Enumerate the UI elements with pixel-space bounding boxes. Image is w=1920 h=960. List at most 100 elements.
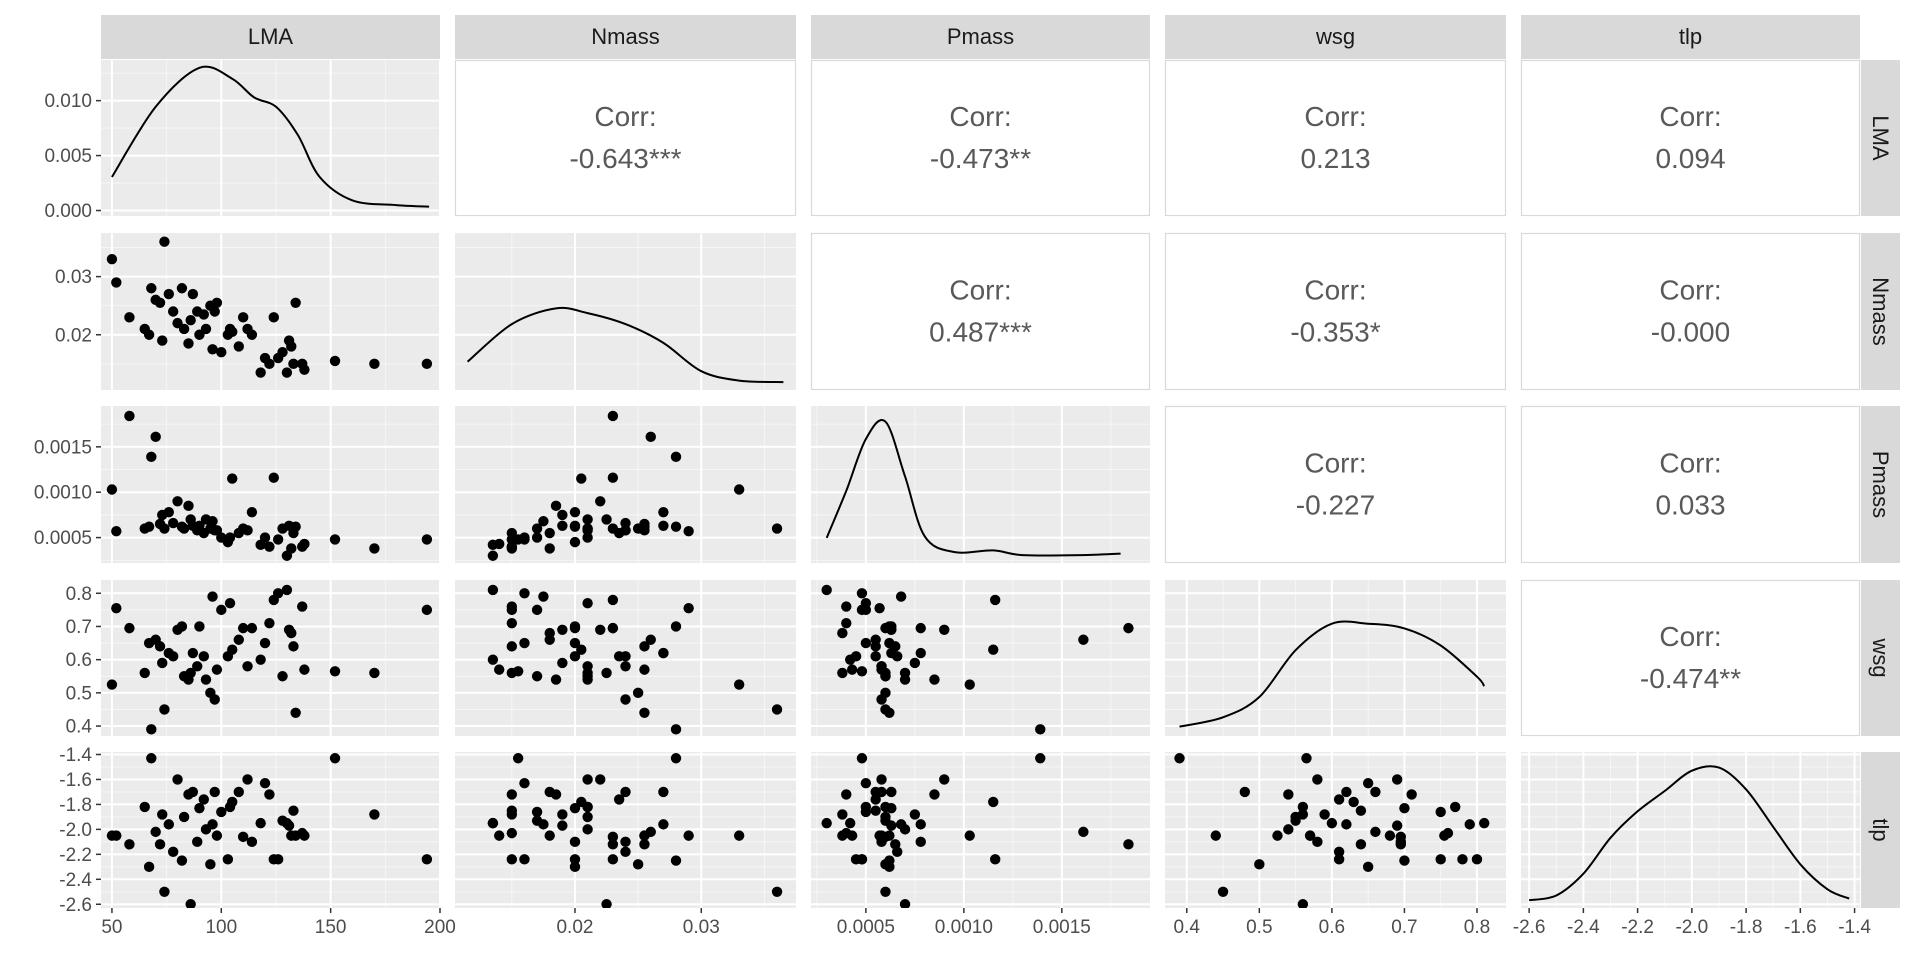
- data-point: [198, 651, 209, 662]
- data-point: [870, 805, 881, 816]
- data-point: [874, 603, 885, 614]
- data-point: [224, 532, 236, 543]
- data-point: [886, 802, 897, 814]
- data-point: [870, 641, 881, 652]
- data-point: [670, 451, 682, 463]
- data-point: [1078, 826, 1089, 838]
- data-point: [506, 641, 518, 652]
- data-point: [569, 622, 581, 634]
- data-point: [255, 817, 266, 829]
- data-point: [620, 836, 631, 848]
- x-tick-label: -2.0: [1675, 917, 1708, 938]
- strip-right-label-pmass: Pmass: [1868, 451, 1893, 518]
- x-tick-label: 0.0015: [1033, 917, 1091, 938]
- data-point: [111, 277, 122, 288]
- data-point: [176, 855, 188, 866]
- data-point: [1479, 817, 1490, 829]
- data-point: [876, 694, 887, 705]
- data-point: [683, 526, 694, 537]
- corr-value: -0.473**: [930, 143, 1031, 174]
- data-point: [224, 598, 236, 609]
- panel-pmass-wsg: Corr: -0.227: [1164, 405, 1507, 564]
- data-point: [272, 854, 284, 865]
- data-point: [569, 536, 581, 548]
- data-point: [1355, 839, 1367, 850]
- data-point: [569, 520, 581, 531]
- data-point: [595, 774, 606, 785]
- data-point: [557, 820, 568, 831]
- data-point: [124, 839, 135, 850]
- y-tick-label: 0.0005: [34, 528, 92, 549]
- data-point: [506, 604, 518, 616]
- data-point: [771, 886, 783, 897]
- data-point: [582, 661, 593, 672]
- data-point: [1362, 861, 1374, 873]
- panel-tlp-wsg: [1165, 752, 1506, 908]
- panel-nmass-pmass: Corr: 0.487***: [810, 232, 1151, 391]
- data-point: [272, 588, 284, 599]
- data-point: [569, 637, 581, 649]
- corr-panel-bg: [454, 59, 797, 217]
- data-point: [154, 839, 166, 850]
- corr-label: Corr:: [1659, 448, 1721, 479]
- data-point: [856, 588, 868, 599]
- data-point: [1312, 774, 1323, 785]
- data-point: [880, 859, 891, 870]
- data-point: [1370, 826, 1381, 838]
- corr-value: 0.094: [1655, 143, 1725, 174]
- data-point: [670, 753, 682, 764]
- data-point: [167, 517, 179, 529]
- data-point: [286, 341, 297, 352]
- data-point: [176, 283, 188, 294]
- x-axis-lma: 50 100 150 200: [101, 908, 456, 938]
- data-point: [111, 526, 122, 537]
- data-point: [613, 794, 625, 805]
- panel-content: [101, 580, 440, 736]
- data-point: [620, 517, 631, 529]
- data-point: [1283, 824, 1294, 835]
- data-point: [487, 550, 499, 561]
- corr-panel-bg: [810, 59, 1151, 217]
- data-point: [1471, 854, 1483, 865]
- data-point: [607, 594, 619, 606]
- data-point: [544, 527, 555, 539]
- data-point: [909, 657, 921, 669]
- data-point: [146, 451, 157, 463]
- data-point: [192, 661, 203, 672]
- data-point: [639, 641, 650, 652]
- data-point: [198, 309, 209, 320]
- data-point: [299, 538, 310, 550]
- data-point: [227, 473, 238, 484]
- data-point: [876, 774, 887, 785]
- panel-nmass-tlp: Corr: -0.000: [1520, 232, 1861, 391]
- corr-panel-bg: [1520, 579, 1861, 737]
- data-point: [1290, 815, 1301, 826]
- data-point: [1304, 830, 1316, 841]
- corr-label: Corr:: [949, 275, 1011, 306]
- data-point: [929, 789, 940, 800]
- data-point: [209, 786, 220, 798]
- strip-top-wsg: wsg: [1165, 15, 1506, 59]
- data-point: [494, 830, 505, 841]
- data-point: [1384, 830, 1396, 841]
- data-point: [870, 651, 881, 662]
- data-point: [544, 543, 555, 554]
- data-point: [841, 601, 852, 612]
- data-point: [880, 671, 891, 682]
- strip-right-bg: [1861, 60, 1900, 216]
- data-point: [246, 836, 258, 848]
- strip-right-bg: [1861, 580, 1900, 736]
- data-point: [227, 644, 238, 655]
- panel-tlp-tlp: [1521, 752, 1860, 908]
- data-point: [288, 805, 299, 816]
- data-point: [771, 704, 783, 715]
- data-point: [1035, 724, 1046, 735]
- corr-value: -0.000: [1651, 317, 1730, 348]
- panel-bg: [101, 580, 440, 736]
- data-point: [227, 796, 238, 808]
- panel-lma-lma: [101, 60, 440, 216]
- panel-bg: [455, 406, 796, 563]
- panel-content: [1165, 752, 1506, 908]
- data-point: [639, 830, 650, 841]
- data-point: [876, 661, 887, 672]
